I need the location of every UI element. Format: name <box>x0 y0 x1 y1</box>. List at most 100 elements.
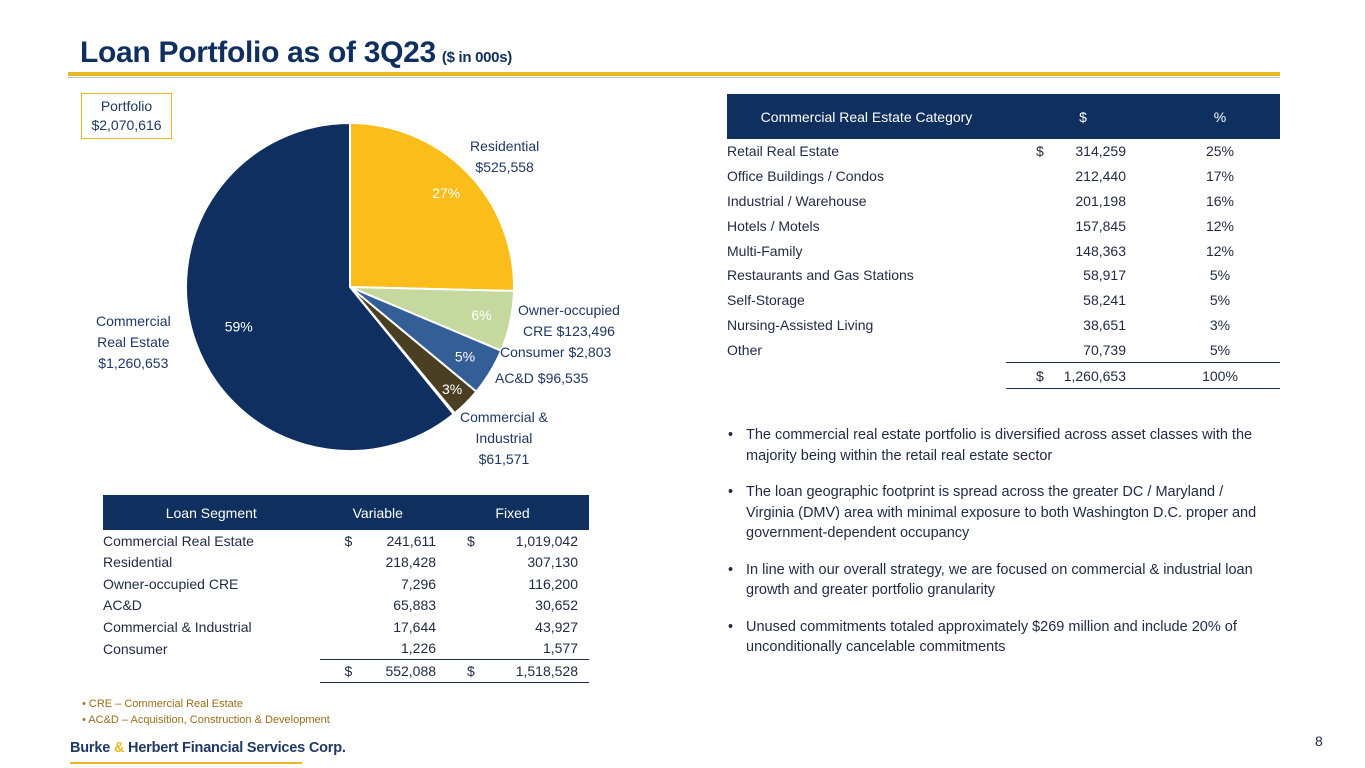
seg-total-fix: $1,518,528 <box>436 659 589 683</box>
currency-sign: $ <box>344 532 353 549</box>
seg-fix: 307,130 <box>527 554 578 571</box>
label-cre-line3: $1,260,653 <box>98 355 169 371</box>
cre-amt: 58,917 <box>1083 267 1126 284</box>
logo-part2: Herbert Financial Services Corp. <box>124 740 346 756</box>
cre-total-pct: 100% <box>1160 362 1280 389</box>
loan-segment-table: Loan Segment Variable Fixed Commercial R… <box>103 495 589 683</box>
currency-sign: $ <box>344 662 353 679</box>
logo-part1: Burke <box>70 740 114 756</box>
seg-name: AC&D <box>103 597 142 614</box>
table-row: Owner-occupied CRE 7,296 116,200 <box>103 573 589 595</box>
currency-sign: $ <box>467 532 475 549</box>
bullet-item: The loan geographic footprint is spread … <box>728 482 1273 544</box>
bullet-item: Unused commitments totaled approximately… <box>728 617 1273 658</box>
cre-table-header: Commercial Real Estate Category $ % <box>727 94 1280 139</box>
table-row: Industrial / Warehouse 201,198 16% <box>727 189 1280 214</box>
currency-sign: $ <box>1036 143 1044 160</box>
label-cre-line1: Commercial <box>96 313 171 329</box>
footnotes: • CRE – Commercial Real Estate • AC&D – … <box>82 697 330 728</box>
title-underline <box>68 72 1280 76</box>
label-owner-occupied-cre: Owner-occupied CRE $123,496 <box>518 300 620 342</box>
cre-total-row: $1,260,653 100% <box>727 362 1280 389</box>
portfolio-label: Portfolio <box>100 98 153 114</box>
cre-category-table: Commercial Real Estate Category $ % Reta… <box>727 94 1280 389</box>
label-residential: Residential $525,558 <box>470 136 539 178</box>
cre-amt: 212,440 <box>1075 168 1126 185</box>
label-ci-line3: $61,571 <box>478 451 530 467</box>
footnote-acd: • AC&D – Acquisition, Construction & Dev… <box>82 713 330 726</box>
seg-name: Commercial & Industrial <box>103 618 252 635</box>
title-underline-thin <box>68 77 1280 78</box>
table-row: Consumer 1,226 1,577 <box>103 637 589 660</box>
currency-sign: $ <box>1036 367 1044 384</box>
cre-pct: 5% <box>1209 267 1231 284</box>
seg-name: Commercial Real Estate <box>103 532 254 549</box>
seg-header-variable: Variable <box>319 495 437 530</box>
label-ci-line1: Commercial & <box>460 409 548 425</box>
portfolio-total-box: Portfolio $2,070,616 <box>81 93 172 139</box>
page-title: Loan Portfolio as of 3Q23 ($ in 000s) <box>80 36 512 70</box>
seg-header-fixed: Fixed <box>436 495 589 530</box>
pie-pct-label: 59% <box>225 319 253 335</box>
seg-total-var: $552,088 <box>319 659 437 683</box>
portfolio-value: $2,070,616 <box>91 117 162 133</box>
pie-pct-label: 3% <box>442 381 462 397</box>
cre-amt: 201,198 <box>1075 192 1126 209</box>
cre-amt: 58,241 <box>1083 292 1126 309</box>
table-row: Multi-Family 148,363 12% <box>727 238 1280 263</box>
label-commercial-real-estate: Commercial Real Estate $1,260,653 <box>96 311 171 374</box>
cre-amt: $314,259 <box>1006 139 1160 164</box>
seg-fix: 1,577 <box>436 637 589 660</box>
seg-total-fix-value: 1,518,528 <box>515 662 578 679</box>
cre-cat: Self-Storage <box>727 292 805 309</box>
cre-header-category: Commercial Real Estate Category <box>727 94 1006 139</box>
table-row: Self-Storage 58,241 5% <box>727 288 1280 313</box>
label-occre-name: Owner-occupied <box>518 302 620 318</box>
cre-cat: Nursing-Assisted Living <box>727 316 874 333</box>
cre-pct: 16% <box>1205 192 1235 209</box>
pie-pct-label: 6% <box>471 307 491 323</box>
label-ci-line2: Industrial <box>475 430 533 446</box>
seg-var-value: 241,611 <box>386 532 437 549</box>
footnote-cre: • CRE – Commercial Real Estate <box>82 698 243 710</box>
seg-var: 7,296 <box>401 575 437 592</box>
pie-pct-label: 27% <box>432 185 460 201</box>
cre-header-amount: $ <box>1006 94 1160 139</box>
currency-sign: $ <box>467 662 475 679</box>
bullet-item: The commercial real estate portfolio is … <box>728 425 1273 466</box>
cre-cat: Industrial / Warehouse <box>727 192 867 209</box>
logo-ampersand: & <box>113 740 125 756</box>
seg-fix: 43,927 <box>535 618 578 635</box>
pie-slice-commercial-real-estate <box>185 121 456 452</box>
seg-name: Owner-occupied CRE <box>103 575 239 592</box>
seg-var: 218,428 <box>385 554 437 571</box>
cre-total-amt: $1,260,653 <box>1006 362 1160 389</box>
table-row: Residential 218,428 307,130 <box>103 552 589 574</box>
cre-cat: Hotels / Motels <box>727 217 820 234</box>
seg-var: 17,644 <box>393 618 437 635</box>
seg-header-segment: Loan Segment <box>103 495 320 530</box>
title-text: Loan Portfolio as of 3Q23 <box>80 36 436 69</box>
seg-fix-value: 1,019,042 <box>515 532 578 549</box>
seg-var: 1,226 <box>319 637 437 660</box>
pie-pct-label: 5% <box>455 349 475 365</box>
seg-total-var-value: 552,088 <box>385 662 437 679</box>
bullet-item: In line with our overall strategy, we ar… <box>728 560 1273 601</box>
label-commercial-industrial: Commercial & Industrial $61,571 <box>460 407 548 470</box>
cre-amt: 157,845 <box>1075 217 1126 234</box>
label-occre-value: CRE $123,496 <box>523 323 615 339</box>
cre-amt: 148,363 <box>1075 242 1126 259</box>
seg-fix: 116,200 <box>528 575 578 592</box>
label-consumer: Consumer $2,803 <box>500 344 612 360</box>
seg-name: Consumer <box>103 640 168 657</box>
cre-amt: 70,739 <box>1006 337 1160 364</box>
seg-fix: $1,019,042 <box>436 530 589 552</box>
seg-var: $241,611 <box>320 530 437 552</box>
table-row: AC&D 65,883 30,652 <box>103 595 589 617</box>
cre-pct: 5% <box>1209 292 1231 309</box>
cre-pct: 17% <box>1205 168 1235 185</box>
table-row: Hotels / Motels 157,845 12% <box>727 213 1280 238</box>
seg-var: 65,883 <box>393 597 437 614</box>
cre-total-amt-value: 1,260,653 <box>1063 367 1126 384</box>
seg-name: Residential <box>103 554 173 571</box>
